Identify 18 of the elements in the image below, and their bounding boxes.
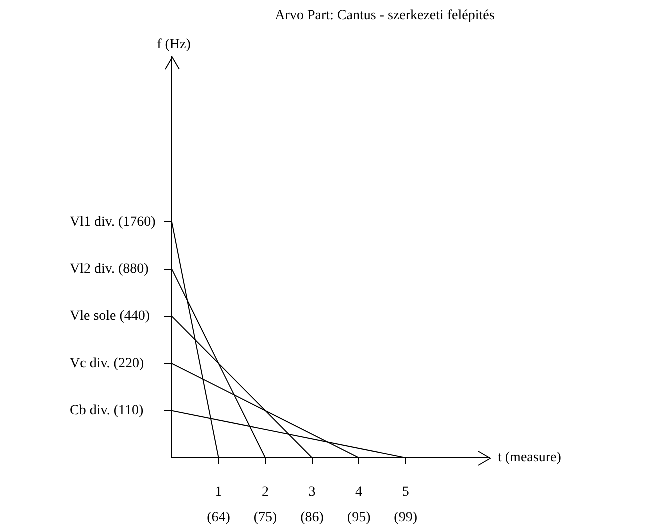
text: (86) bbox=[300, 510, 324, 526]
x-axis-title: t (measure) bbox=[498, 450, 562, 466]
text: (95) bbox=[347, 510, 372, 526]
y-tick-label: Vl1 div. (1760) bbox=[70, 214, 156, 230]
x-tick-label: 4 bbox=[356, 485, 363, 500]
x-tick-label: 2 bbox=[262, 485, 270, 500]
x-tick-label: 5 bbox=[402, 485, 410, 500]
y-axis-title: f (Hz) bbox=[157, 38, 192, 53]
x-tick-label: 1 bbox=[215, 485, 222, 500]
text: (99) bbox=[394, 510, 418, 526]
x-tick-label: 3 bbox=[308, 485, 316, 500]
y-tick-label: Vc div. (220) bbox=[70, 356, 144, 372]
y-tick-label: Vl2 div. (880) bbox=[70, 262, 150, 277]
text: (64) bbox=[207, 510, 231, 526]
chart-title: Arvo Part: Cantus - szerkezeti felépités bbox=[275, 8, 495, 24]
text: (75) bbox=[254, 510, 278, 526]
y-tick-label: Cb div. (110) bbox=[70, 403, 144, 418]
y-tick-label: Vle sole (440) bbox=[70, 309, 150, 324]
